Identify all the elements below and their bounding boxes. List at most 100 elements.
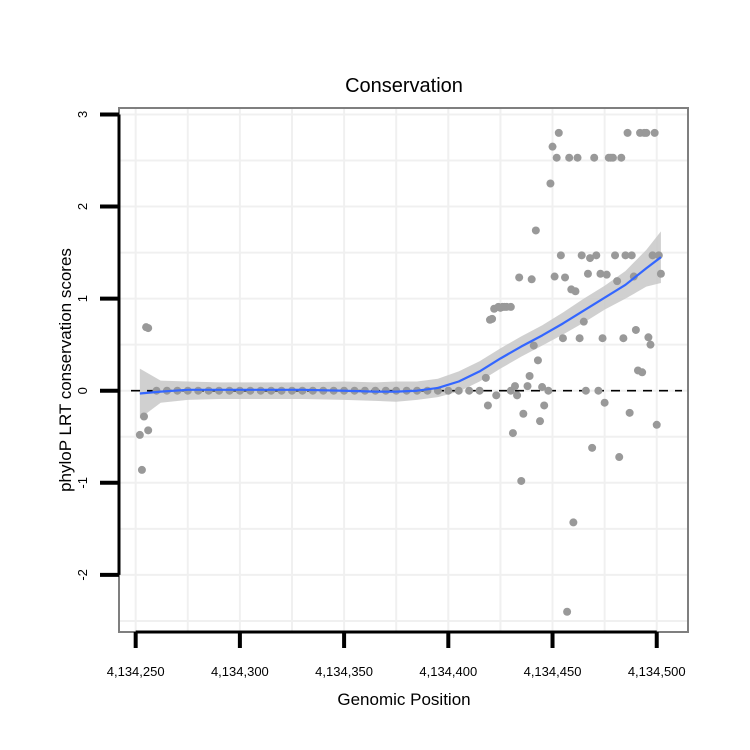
y-tick-label: 1	[75, 295, 90, 302]
data-point	[652, 420, 661, 429]
data-point	[137, 465, 146, 474]
data-point	[615, 453, 624, 462]
data-point	[465, 386, 474, 395]
data-point	[586, 254, 595, 263]
data-point	[508, 429, 517, 438]
data-point	[596, 269, 605, 278]
data-point	[569, 518, 578, 527]
data-point	[536, 417, 545, 426]
data-point	[583, 269, 592, 278]
data-point	[617, 153, 626, 162]
data-point	[627, 251, 636, 260]
data-point	[577, 251, 586, 260]
data-point	[550, 272, 559, 281]
data-point	[475, 386, 484, 395]
data-point	[511, 382, 520, 391]
data-point	[611, 251, 620, 260]
data-point	[492, 391, 501, 400]
data-point	[140, 412, 149, 421]
data-point	[488, 314, 497, 323]
data-point	[144, 426, 153, 435]
data-point	[546, 179, 555, 188]
data-point	[513, 391, 522, 400]
data-point	[527, 275, 536, 284]
data-point	[523, 382, 532, 391]
y-tick-label: -2	[75, 569, 90, 581]
data-point	[588, 443, 597, 452]
chart-title: Conservation	[345, 75, 463, 97]
data-point	[525, 371, 534, 380]
data-point	[561, 273, 570, 282]
data-point	[135, 430, 144, 439]
y-tick-label: 0	[75, 387, 90, 394]
x-tick-label: 4,134,400	[419, 664, 477, 679]
data-point	[650, 128, 659, 137]
data-point	[581, 386, 590, 395]
smooth-line	[139, 256, 662, 395]
data-point	[619, 334, 628, 343]
data-point	[579, 317, 588, 326]
scatter-points-layer	[135, 128, 665, 616]
x-axis-label: Genomic Position	[337, 690, 470, 709]
y-tick-label: 3	[75, 111, 90, 118]
plot-background	[119, 108, 688, 632]
data-point	[644, 333, 653, 342]
smooth-line-layer	[139, 256, 662, 395]
data-point	[575, 334, 584, 343]
data-point	[454, 386, 463, 395]
data-point	[519, 409, 528, 418]
data-point	[594, 386, 603, 395]
data-point	[590, 153, 599, 162]
data-point	[548, 142, 557, 151]
data-point	[565, 153, 574, 162]
data-point	[598, 334, 607, 343]
data-point	[648, 251, 657, 260]
data-point	[554, 128, 563, 137]
data-point	[556, 251, 565, 260]
data-point	[656, 269, 665, 278]
data-point	[625, 408, 634, 417]
data-point	[529, 341, 538, 350]
y-tick-label: -1	[75, 477, 90, 489]
x-tick-label: 4,134,350	[315, 664, 373, 679]
data-point	[538, 383, 547, 392]
data-point	[517, 476, 526, 485]
data-point	[506, 302, 515, 311]
data-point	[515, 273, 524, 282]
data-point	[540, 401, 549, 410]
data-point	[533, 356, 542, 365]
data-point	[623, 128, 632, 137]
data-point	[573, 153, 582, 162]
data-point	[592, 251, 601, 260]
data-point	[481, 373, 490, 382]
data-point	[544, 386, 553, 395]
data-point	[613, 277, 622, 286]
y-axis: -2 -1 0 1 2 3	[75, 111, 121, 581]
data-point	[563, 607, 572, 616]
data-point	[600, 398, 609, 407]
data-point	[483, 401, 492, 410]
data-point	[531, 226, 540, 235]
data-point	[602, 270, 611, 279]
x-tick-label: 4,134,250	[107, 664, 165, 679]
x-axis: 4,134,250 4,134,300 4,134,350 4,134,400 4,13…	[107, 630, 686, 679]
data-point	[144, 324, 153, 333]
confidence-band	[139, 231, 661, 419]
x-tick-label: 4,134,300	[211, 664, 269, 679]
y-axis-label: phyloP LRT conservation scores	[56, 248, 75, 492]
data-point	[608, 153, 617, 162]
data-point	[621, 251, 630, 260]
x-tick-label: 4,134,500	[628, 664, 686, 679]
confidence-band-layer	[139, 231, 661, 419]
data-point	[558, 334, 567, 343]
data-point	[642, 128, 651, 137]
data-point	[571, 287, 580, 296]
data-point	[646, 340, 655, 349]
data-point	[638, 368, 647, 377]
x-tick-label: 4,134,450	[524, 664, 582, 679]
y-tick-label: 2	[75, 203, 90, 210]
data-point	[552, 153, 561, 162]
data-point	[444, 386, 453, 395]
data-point	[631, 325, 640, 334]
